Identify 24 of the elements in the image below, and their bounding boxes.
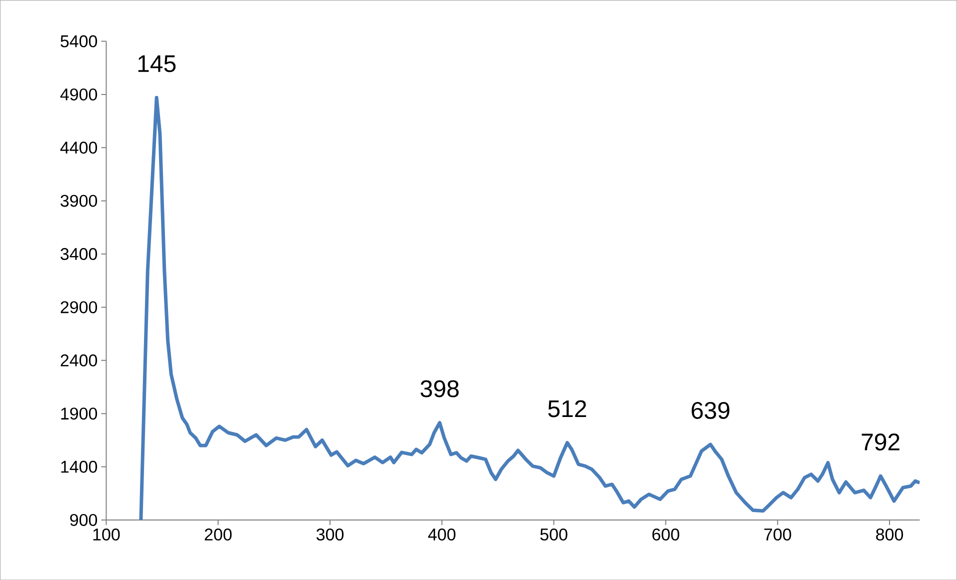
y-tick-label: 5400 xyxy=(60,35,98,48)
y-tick-label: 900 xyxy=(70,514,98,526)
y-tick-label: 3400 xyxy=(60,248,98,260)
y-tick-label: 4900 xyxy=(60,88,98,100)
annotation: 639 xyxy=(692,402,730,419)
x-tick-label: 600 xyxy=(652,528,680,540)
x-tick-label: 700 xyxy=(764,528,792,540)
y-tick-label: 1400 xyxy=(61,460,98,473)
annotation: 792 xyxy=(862,433,900,450)
y-tick-label: 2900 xyxy=(60,301,98,314)
y-tick-label: 1900 xyxy=(61,407,98,420)
x-tick-label: 500 xyxy=(540,528,568,540)
annotation: 512 xyxy=(548,400,586,418)
x-tick-label: 400 xyxy=(428,528,456,540)
y-tick-label: 4400 xyxy=(60,142,98,154)
x-tick-label: 200 xyxy=(204,528,232,540)
y-tick-label: 3900 xyxy=(60,194,98,207)
line-series xyxy=(139,96,920,520)
annotation: 145 xyxy=(138,55,176,72)
x-tick-label: 800 xyxy=(876,528,904,540)
x-tick-label: 300 xyxy=(316,528,344,540)
annotation: 398 xyxy=(420,380,459,398)
y-tick-label: 2400 xyxy=(60,354,98,366)
x-tick-label: 100 xyxy=(93,528,120,540)
